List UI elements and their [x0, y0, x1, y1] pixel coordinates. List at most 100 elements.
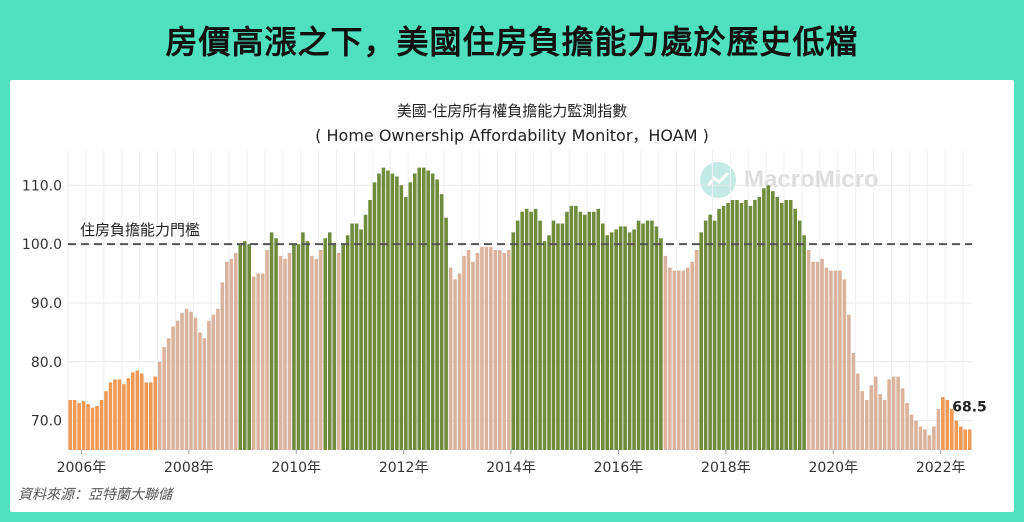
x-tick-label: 2010年	[271, 460, 321, 476]
y-tick-label: 90.0	[31, 296, 62, 312]
bar	[310, 255, 314, 450]
bar	[207, 320, 211, 450]
bar	[542, 241, 547, 450]
threshold-label: 住房負擔能力門檻	[80, 221, 200, 239]
bar	[166, 338, 171, 450]
bar	[242, 241, 247, 450]
bar	[842, 279, 847, 450]
bar	[779, 202, 784, 450]
y-tick-label: 110.0	[22, 178, 62, 194]
bar	[560, 223, 565, 450]
bar	[435, 179, 439, 450]
bar	[829, 270, 833, 450]
bars	[68, 167, 972, 451]
bar	[565, 211, 569, 450]
bar	[471, 261, 475, 450]
bar	[685, 267, 690, 450]
bar	[113, 379, 117, 450]
bar	[489, 247, 493, 450]
bar	[583, 214, 587, 450]
bar	[717, 208, 721, 450]
bar	[453, 279, 457, 450]
x-tick-label: 2020年	[808, 460, 858, 476]
bar	[797, 220, 802, 450]
bar	[368, 200, 372, 450]
bar	[735, 200, 739, 450]
bar	[180, 312, 184, 450]
bar	[211, 314, 216, 450]
bar	[157, 361, 162, 450]
chart-subtitle: ( Home Ownership Affordability Monitor，H…	[315, 126, 709, 145]
bar	[927, 435, 932, 450]
bar	[618, 226, 623, 450]
bar	[896, 376, 900, 450]
bar	[408, 182, 413, 450]
x-axis: 2006年 2008年 2010年 2012年 2014年 2016年 2018年 2020年…	[57, 450, 965, 476]
bar	[350, 223, 354, 450]
y-tick-label: 80.0	[31, 355, 62, 371]
bar	[703, 220, 708, 450]
bar	[278, 255, 283, 450]
bar	[963, 429, 968, 450]
bar	[556, 223, 560, 450]
bar	[936, 408, 941, 450]
bar	[466, 250, 471, 450]
bar	[184, 308, 189, 450]
bar	[229, 258, 234, 450]
bar	[395, 176, 399, 450]
bar	[520, 211, 524, 450]
bar	[126, 378, 131, 450]
bar	[668, 267, 672, 450]
bar	[90, 407, 95, 450]
bar	[815, 261, 820, 450]
bar	[802, 235, 806, 450]
bar	[498, 250, 502, 450]
bar	[189, 311, 193, 450]
bar	[645, 220, 650, 450]
bar	[287, 252, 292, 450]
bar	[900, 388, 905, 450]
bar	[650, 220, 654, 450]
bar	[175, 320, 180, 450]
bar	[793, 208, 797, 450]
x-tick-label: 2018年	[701, 460, 751, 476]
bar	[771, 191, 775, 451]
bar	[332, 244, 337, 450]
bar	[327, 232, 332, 450]
bar	[860, 391, 865, 450]
bar	[708, 214, 712, 450]
bar	[909, 414, 914, 450]
bar	[918, 426, 923, 450]
bar	[923, 429, 927, 450]
chart-title: 美國-住房所有權負擔能力監測指數	[396, 102, 628, 120]
bar	[609, 232, 614, 450]
x-tick-label: 2008年	[164, 460, 214, 476]
x-tick-label: 2006年	[57, 460, 107, 476]
bar	[68, 400, 72, 450]
bar	[381, 167, 386, 450]
bar	[225, 261, 229, 450]
bar	[864, 400, 869, 450]
page-title: 房價高漲之下，美國住房負擔能力處於歷史低檔	[165, 23, 859, 61]
bar	[283, 258, 287, 450]
bar	[824, 267, 829, 450]
bar	[198, 332, 202, 450]
bar	[954, 420, 959, 450]
y-tick-label: 100.0	[22, 237, 62, 253]
bar	[632, 229, 636, 450]
bar	[578, 211, 583, 450]
bar	[869, 385, 874, 450]
bar	[336, 252, 341, 450]
bar	[301, 232, 305, 450]
bar	[569, 205, 574, 450]
bar	[820, 258, 824, 450]
bar	[171, 326, 175, 450]
bar	[891, 376, 896, 450]
bar	[873, 376, 878, 450]
bar	[444, 217, 448, 450]
bar	[932, 426, 936, 450]
bar	[592, 211, 596, 450]
bar	[905, 402, 909, 450]
bar	[430, 173, 435, 450]
